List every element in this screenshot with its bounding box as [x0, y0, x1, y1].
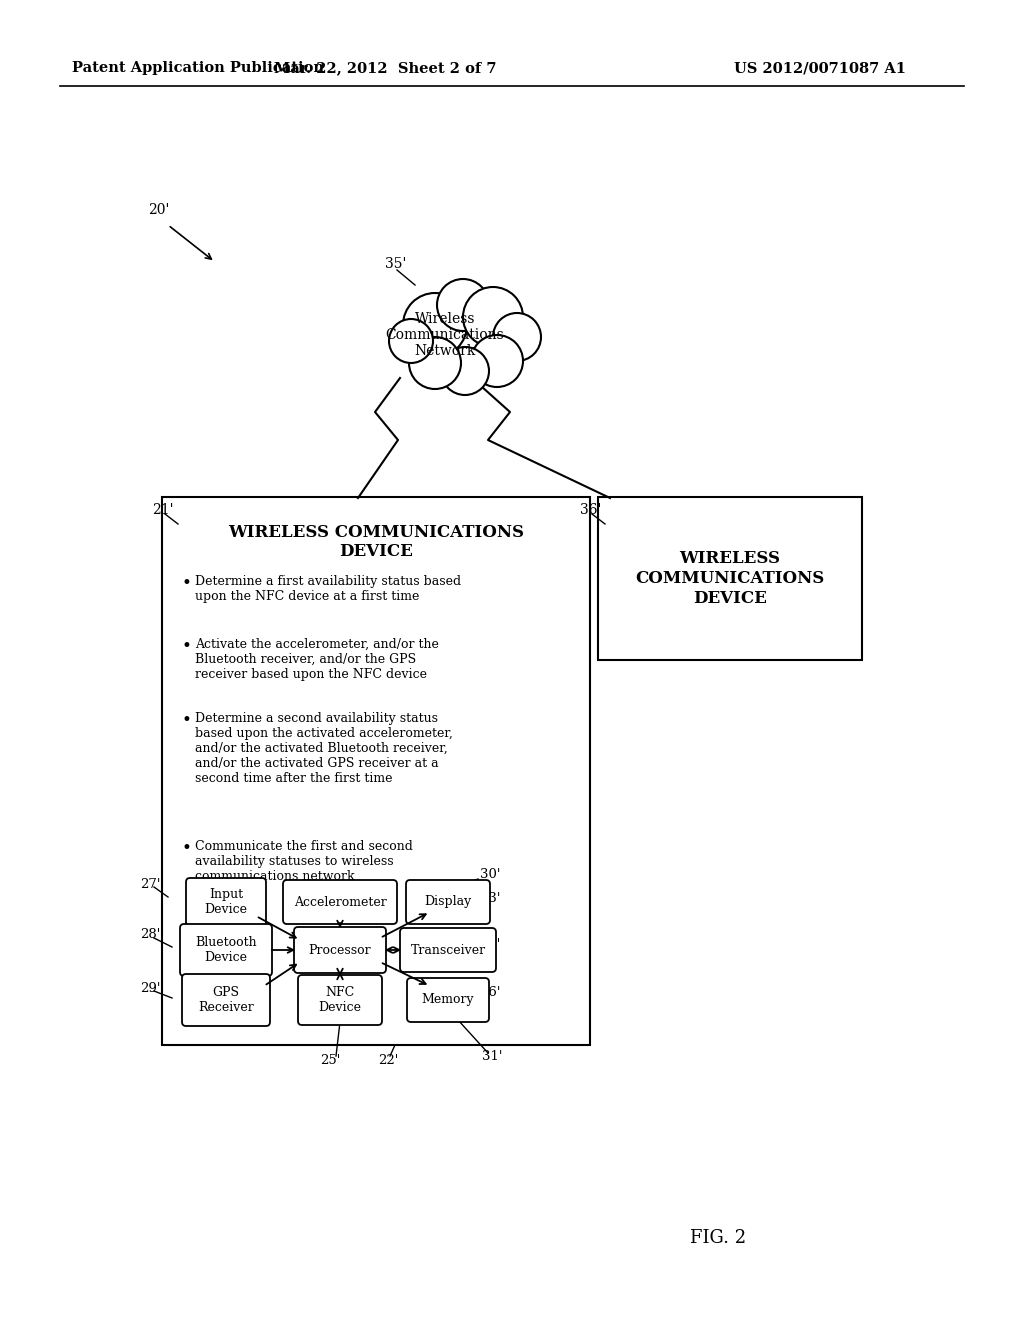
Circle shape	[389, 319, 433, 363]
Text: NFC
Device: NFC Device	[318, 986, 361, 1014]
Text: 21': 21'	[152, 503, 173, 517]
Text: 31': 31'	[481, 1051, 502, 1064]
Text: 23': 23'	[480, 891, 501, 904]
Text: US 2012/0071087 A1: US 2012/0071087 A1	[734, 61, 906, 75]
FancyBboxPatch shape	[186, 878, 266, 927]
FancyBboxPatch shape	[298, 975, 382, 1026]
Text: GPS
Receiver: GPS Receiver	[198, 986, 254, 1014]
Text: Display: Display	[424, 895, 472, 908]
Text: Mar. 22, 2012  Sheet 2 of 7: Mar. 22, 2012 Sheet 2 of 7	[273, 61, 497, 75]
Text: 30': 30'	[480, 869, 501, 882]
Text: •: •	[182, 711, 191, 729]
Text: •: •	[182, 840, 191, 857]
Text: 24': 24'	[480, 937, 501, 950]
FancyBboxPatch shape	[294, 927, 386, 973]
FancyBboxPatch shape	[400, 928, 496, 972]
Circle shape	[409, 337, 461, 389]
Text: Memory: Memory	[422, 994, 474, 1006]
Text: 20': 20'	[148, 203, 169, 216]
Circle shape	[441, 347, 489, 395]
Text: Wireless
Communications
Network: Wireless Communications Network	[386, 312, 505, 358]
Text: 28': 28'	[140, 928, 161, 941]
Text: 25': 25'	[319, 1053, 340, 1067]
Circle shape	[493, 313, 541, 360]
FancyBboxPatch shape	[182, 974, 270, 1026]
Circle shape	[463, 286, 523, 347]
Text: •: •	[182, 576, 191, 591]
Text: FIG. 2: FIG. 2	[690, 1229, 746, 1247]
Text: Determine a first availability status based
upon the NFC device at a first time: Determine a first availability status ba…	[195, 576, 461, 603]
Text: Determine a second availability status
based upon the activated accelerometer,
a: Determine a second availability status b…	[195, 711, 453, 785]
Text: 36': 36'	[580, 503, 601, 517]
Text: 27': 27'	[140, 878, 161, 891]
Text: Activate the accelerometer, and/or the
Bluetooth receiver, and/or the GPS
receiv: Activate the accelerometer, and/or the B…	[195, 638, 439, 681]
Text: Bluetooth
Device: Bluetooth Device	[196, 936, 257, 964]
Circle shape	[471, 335, 523, 387]
Text: Transceiver: Transceiver	[411, 944, 485, 957]
Text: Processor: Processor	[308, 944, 372, 957]
Text: Input
Device: Input Device	[205, 888, 248, 916]
Text: 26': 26'	[480, 986, 501, 999]
Text: Communicate the first and second
availability statuses to wireless
communication: Communicate the first and second availab…	[195, 840, 413, 883]
FancyBboxPatch shape	[406, 880, 490, 924]
Bar	[598, 498, 862, 660]
Text: 22': 22'	[378, 1053, 398, 1067]
Text: WIRELESS
COMMUNICATIONS
DEVICE: WIRELESS COMMUNICATIONS DEVICE	[635, 550, 824, 607]
Text: WIRELESS COMMUNICATIONS
DEVICE: WIRELESS COMMUNICATIONS DEVICE	[228, 524, 524, 560]
Circle shape	[437, 279, 489, 331]
FancyBboxPatch shape	[407, 978, 489, 1022]
FancyBboxPatch shape	[180, 924, 272, 975]
Text: 29': 29'	[140, 982, 161, 994]
Text: Accelerometer: Accelerometer	[294, 895, 386, 908]
Text: •: •	[182, 638, 191, 655]
FancyBboxPatch shape	[283, 880, 397, 924]
Bar	[162, 498, 590, 1045]
Text: 35': 35'	[385, 257, 407, 271]
Circle shape	[403, 293, 467, 356]
Text: Patent Application Publication: Patent Application Publication	[72, 61, 324, 75]
